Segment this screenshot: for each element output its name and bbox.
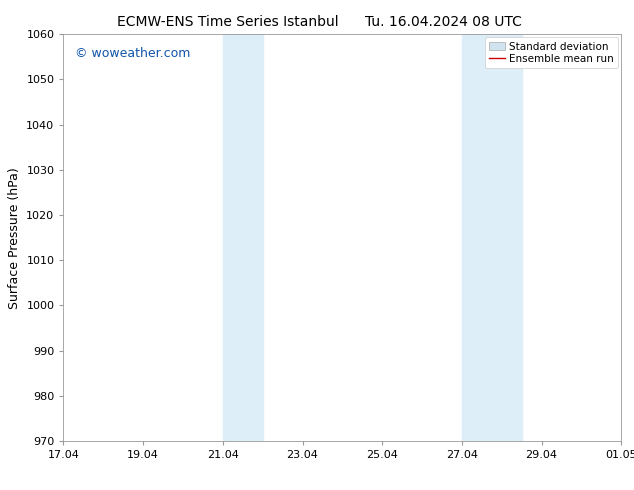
- Bar: [223, 34, 262, 441]
- Text: Tu. 16.04.2024 08 UTC: Tu. 16.04.2024 08 UTC: [365, 15, 522, 29]
- Text: ECMW-ENS Time Series Istanbul: ECMW-ENS Time Series Istanbul: [117, 15, 339, 29]
- Bar: [462, 34, 522, 441]
- Y-axis label: Surface Pressure (hPa): Surface Pressure (hPa): [8, 167, 21, 309]
- Legend: Standard deviation, Ensemble mean run: Standard deviation, Ensemble mean run: [485, 37, 618, 68]
- Text: © woweather.com: © woweather.com: [75, 47, 190, 59]
